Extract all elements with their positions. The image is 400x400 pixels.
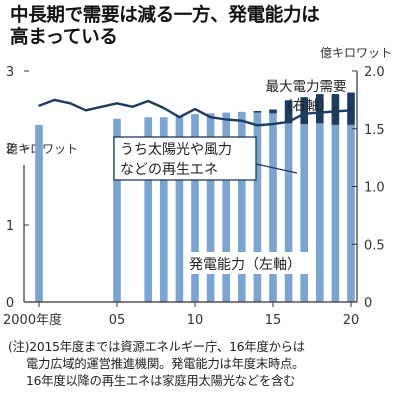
demand-point-2017 [303,112,306,115]
demand-point-2002 [69,102,72,105]
chart-title-line2: 高まっている [10,27,118,48]
capacity-label: 発電能力（左軸） [189,257,301,273]
capacity-bar-2017 [300,124,308,302]
capacity-bar-2018 [316,123,324,302]
capacity-bar-2009 [175,115,184,302]
capacity-bar-2016 [284,123,293,302]
demand-point-2018 [318,111,321,114]
renewable-bar-2019 [331,94,340,125]
demand-point-2019 [334,110,337,113]
renewable-bar-2017 [300,97,308,125]
capacity-bar-2014 [253,112,262,302]
left-tick-label-0: 0 [6,296,14,311]
right-tick-label-0.5: 0.5 [364,238,385,253]
x-tick-label-2020: 20 [343,313,360,328]
demand-point-2003 [84,109,87,112]
demand-point-2013 [240,119,243,122]
left-tick-label-2: 2 [6,142,14,157]
footnote-line3: 16年度以降の再生エネは家庭用太陽光などを含む [26,374,296,388]
demand-point-2016 [287,120,290,123]
capacity-bar-2007 [144,117,152,302]
capacity-bar-2020 [347,124,355,303]
renewable-bar-2018 [316,94,324,124]
right-tick-label-1.0: 1.0 [364,181,385,196]
capacity-label-bg [186,252,316,274]
renewable-bar-2015 [269,109,277,114]
demand-point-2020 [350,109,352,112]
left-tick-label-3: 3 [6,65,14,80]
demand-point-2000 [38,104,40,107]
chart-title-line1: 中長期で需要は減る一方、発電能力は [10,5,320,26]
axes-layer [23,70,358,307]
bar-layer [35,92,355,303]
left-tick-label-1: 1 [6,219,14,234]
demand-point-2011 [209,116,212,119]
demand-point-2015 [272,123,274,126]
right-tick-label-2.0: 2.0 [364,65,385,80]
renewable-label-line2: などの再生エネ [120,162,218,178]
demand-point-2009 [178,116,181,119]
x-tick-label-2010: 10 [187,313,204,328]
x-tick-label-2000: 2000年度 [3,312,62,328]
capacity-bar-2010 [191,114,199,303]
capacity-bar-2015 [269,113,277,302]
footnote-line1: (注)2015年度までは資源エネルギー庁、16年度からは [8,340,305,354]
x-tick-label-2015: 15 [265,313,282,328]
capacity-bar-2012 [222,112,230,302]
right-axis-unit: 億キロワット [319,46,392,60]
demand-label: 最大電力需要 [266,79,347,95]
demand-point-2001 [53,98,56,101]
demand-point-2006 [131,105,134,108]
capacity-bar-2019 [331,124,340,303]
combo-chart: 0 1 2 3 0 0.5 1.0 1.5 2.0 2000年度 05 10 15 20 最大電力需要 （右… [3,65,385,328]
demand-point-2008 [162,107,165,109]
demand-point-2014 [256,124,259,127]
demand-axis-note: （右軸） [279,98,333,114]
capacity-bar-2008 [160,117,168,302]
renewable-bar-2020 [347,92,355,125]
demand-point-2012 [225,118,228,121]
renewable-callout-leader [255,163,298,174]
right-tick-label-0: 0 [364,296,372,311]
footnote-line2: 電力広域的運営推進機関。発電能力は年度末時点。 [26,357,305,371]
x-tick-label-2005: 05 [109,313,126,328]
capacity-bar-2005 [113,118,121,303]
demand-line-layer [38,98,352,127]
tick-labels-layer: 0 1 2 3 0 0.5 1.0 1.5 2.0 2000年度 05 10 15 20 [3,65,385,328]
demand-point-2005 [116,102,118,105]
renewable-bar-2014 [253,111,262,113]
capacity-bar-2013 [238,111,246,302]
demand-point-2004 [100,105,103,108]
right-tick-label-1.5: 1.5 [364,123,385,138]
renewable-label-line1: うち太陽光や風力 [120,142,232,158]
demand-point-2010 [194,108,196,111]
renewable-callout-box [113,136,257,181]
demand-point-2007 [147,100,150,102]
capacity-bar-2000 [35,124,43,303]
capacity-bar-2011 [206,113,215,302]
renewable-bar-2016 [284,100,293,124]
